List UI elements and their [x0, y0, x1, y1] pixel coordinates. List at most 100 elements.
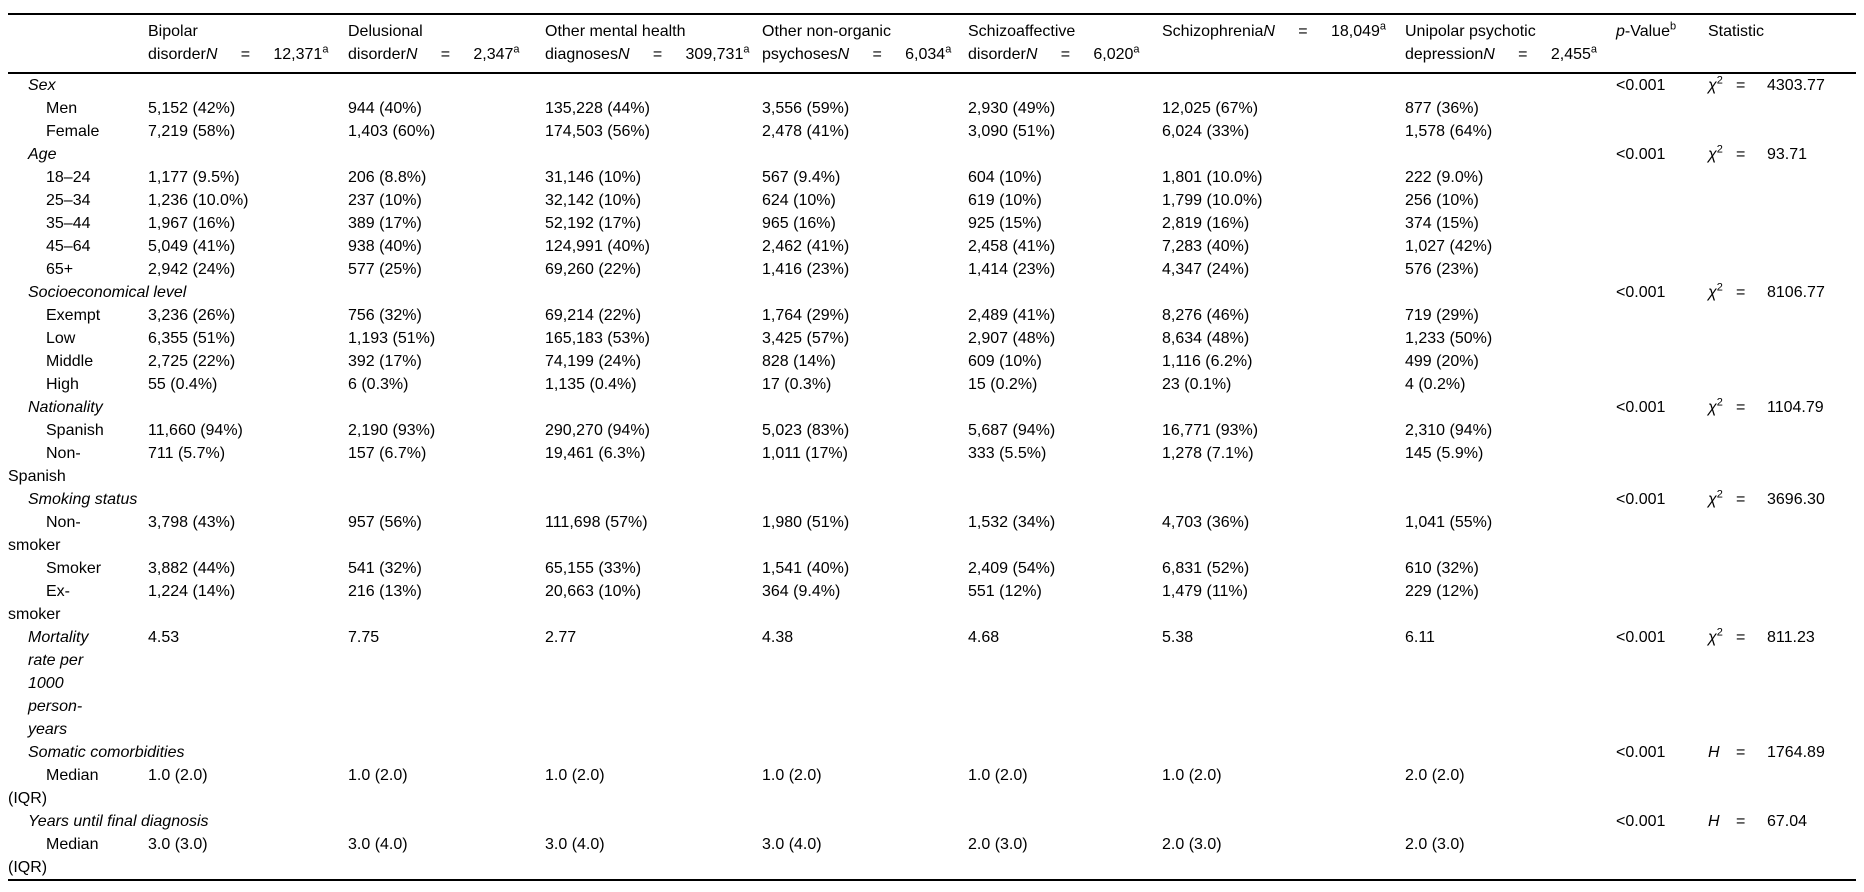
n-value: 2,347 — [473, 46, 514, 63]
statistic-cell — [1708, 511, 1856, 557]
data-cell: 1.0 (2.0) — [968, 767, 1028, 784]
p-value-cell — [1616, 235, 1708, 258]
p-value-cell — [1616, 166, 1708, 189]
column-header-line: SchizophreniaN = 18,049a — [1162, 20, 1405, 43]
data-cell: 74,199 (24%) — [545, 353, 642, 370]
data-cell: 389 (17%) — [348, 215, 422, 232]
equals-sign: = — [872, 46, 882, 63]
column-header-schizophrenia: SchizophreniaN = 18,049a — [1162, 14, 1405, 73]
statistic-cell: χ2 = 3696.30 — [1708, 488, 1856, 511]
p-value-cell: <0.001 — [1616, 744, 1666, 761]
statistic-symbol: H — [1708, 741, 1736, 764]
table-row-age: Age <0.001 χ2 = 93.71 — [8, 143, 1856, 166]
sample-size: N = 2,347a — [406, 44, 520, 63]
data-cell: 1,479 (11%) — [1162, 583, 1248, 600]
row-label-header — [8, 14, 148, 73]
data-cell: 1,578 (64%) — [1405, 123, 1493, 140]
row-label-cell: Somatic comorbidities — [8, 741, 185, 764]
table-row-somatic-median-iqr: Median (IQR) 1.0 (2.0) 1.0 (2.0) 1.0 (2.0) 1… — [8, 764, 1856, 810]
data-cell — [968, 73, 1162, 97]
data-cell — [1405, 396, 1616, 419]
data-cell: 1,541 (40%) — [762, 560, 850, 577]
table-row-non-spanish: Non-Spanish 711 (5.7%) 157 (6.7%) 19,461 (6… — [8, 442, 1856, 488]
row-label: Nationality — [28, 399, 103, 416]
data-cell: 2,478 (41%) — [762, 123, 850, 140]
stat-value: 811.23 — [1767, 629, 1815, 646]
row-label: 35–44 — [46, 215, 91, 232]
data-cell: 69,214 (22%) — [545, 307, 642, 324]
data-cell: 4.68 — [968, 629, 1000, 646]
data-cell — [1405, 741, 1616, 764]
data-cell: 1.0 (2.0) — [762, 767, 822, 784]
statistic-cell — [1708, 189, 1856, 212]
data-cell — [1162, 73, 1405, 97]
data-cell: 957 (56%) — [348, 514, 422, 531]
equals-sign: = — [652, 46, 663, 63]
data-cell — [148, 488, 348, 511]
n-label: N — [837, 46, 850, 63]
p-header-text: -Value — [1624, 23, 1670, 40]
data-cell: 15 (0.2%) — [968, 376, 1038, 393]
p-value-cell: <0.001 — [1616, 146, 1666, 163]
row-label-cell: Mortality rate per 1000 person-years — [8, 626, 148, 741]
data-cell: 1,011 (17%) — [762, 445, 848, 462]
data-cell — [545, 396, 762, 419]
data-cell: 20,663 (10%) — [545, 583, 642, 600]
data-cell: 609 (10%) — [968, 353, 1042, 370]
table-row-spanish: Spanish 11,660 (94%) 2,190 (93%) 290,270 (9… — [8, 419, 1856, 442]
data-cell: 624 (10%) — [762, 192, 836, 209]
data-cell — [968, 810, 1162, 833]
p-value-cell — [1616, 580, 1708, 626]
row-label: Median (IQR) — [8, 767, 99, 807]
statistic-cell — [1708, 833, 1856, 880]
statistic-symbol: χ2 — [1708, 74, 1736, 97]
p-value-cell — [1616, 120, 1708, 143]
row-label: Mortality rate per 1000 person-years — [28, 629, 89, 738]
data-cell — [1162, 488, 1405, 511]
table-row-low: Low 6,355 (51%) 1,193 (51%) 165,183 (53%) 3,… — [8, 327, 1856, 350]
stat-value: 93.71 — [1767, 146, 1808, 163]
data-cell: 2,489 (41%) — [968, 307, 1056, 324]
data-cell: 1,041 (55%) — [1405, 514, 1493, 531]
data-cell: 5,049 (41%) — [148, 238, 236, 255]
data-cell: 3.0 (4.0) — [348, 836, 408, 853]
data-cell: 1,967 (16%) — [148, 215, 236, 232]
equals-sign: = — [440, 46, 451, 63]
data-cell: 2,190 (93%) — [348, 422, 436, 439]
data-cell: 165,183 (53%) — [545, 330, 650, 347]
data-cell: 2,462 (41%) — [762, 238, 850, 255]
table-row-smoking-status: Smoking status <0.001 χ2 = 3696.30 — [8, 488, 1856, 511]
statistic-symbol: χ2 — [1708, 626, 1736, 649]
stat-symbol-letter: H — [1708, 813, 1720, 830]
data-cell: 392 (17%) — [348, 353, 422, 370]
demographics-table: Bipolar disorderN = 12,371a Delusional disord… — [8, 13, 1856, 881]
data-cell: 174,503 (56%) — [545, 123, 650, 140]
data-cell: 1,799 (10.0%) — [1162, 192, 1263, 209]
column-header-unipolar-psychotic-depression: Unipolar psychotic depressionN = 2,455a — [1405, 14, 1616, 73]
row-label: Median (IQR) — [8, 836, 99, 876]
data-cell: 8,276 (46%) — [1162, 307, 1250, 324]
p-value-cell: <0.001 — [1616, 813, 1666, 830]
data-cell: 3,556 (59%) — [762, 100, 850, 117]
statistic-cell: χ2 = 4303.77 — [1708, 73, 1856, 97]
row-label-cell: 25–34 — [8, 189, 148, 212]
data-cell: 8,634 (48%) — [1162, 330, 1250, 347]
data-cell: 6 (0.3%) — [348, 376, 409, 393]
row-label: Low — [46, 330, 76, 347]
data-cell: 17 (0.3%) — [762, 376, 832, 393]
data-cell: 333 (5.5%) — [968, 445, 1047, 462]
data-cell: 499 (20%) — [1405, 353, 1479, 370]
data-cell — [762, 741, 968, 764]
data-cell: 577 (25%) — [348, 261, 422, 278]
row-label-cell: 35–44 — [8, 212, 148, 235]
table-row-age-25-34: 25–34 1,236 (10.0%) 237 (10%) 32,142 (10%) 6… — [8, 189, 1856, 212]
column-header-line: Other mental health — [545, 23, 686, 40]
data-cell — [545, 281, 762, 304]
equals-sign: = — [1736, 146, 1746, 163]
data-cell: 2,907 (48%) — [968, 330, 1056, 347]
p-value-cell — [1616, 350, 1708, 373]
column-header-delusional-disorder: Delusional disorderN = 2,347a — [348, 14, 545, 73]
sample-size: N = 18,049a — [1263, 21, 1386, 40]
data-cell: 3.0 (3.0) — [148, 836, 208, 853]
data-cell: 2.77 — [545, 629, 577, 646]
